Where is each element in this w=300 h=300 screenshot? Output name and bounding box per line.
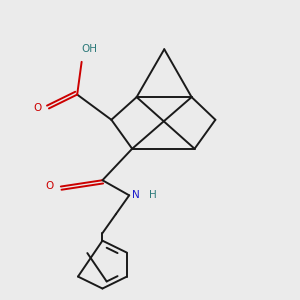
Text: N: N <box>132 190 139 200</box>
Text: H: H <box>148 190 156 200</box>
Text: OH: OH <box>82 44 98 54</box>
Text: O: O <box>33 103 41 113</box>
Text: O: O <box>45 181 53 191</box>
